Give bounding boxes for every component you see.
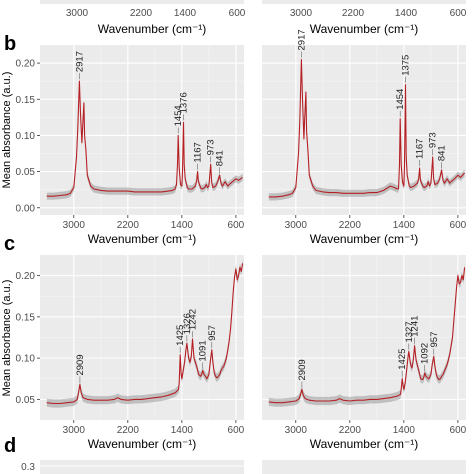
b-left-xaxis-title: Wavenumber (cm⁻¹) (88, 232, 197, 246)
c-left-ytick-label: 0.05 (16, 395, 36, 406)
bottom-strip-right-panel (262, 460, 466, 474)
b-left-ytick-label: 0.10 (16, 131, 36, 142)
top-left-xtick-2: 2200 (130, 8, 153, 19)
c-right-mean-line (268, 267, 466, 404)
b-left-annotation-1376: 1376 (178, 92, 189, 113)
top-right-xtick-3: 1400 (395, 8, 418, 19)
c-left-yaxis-title: Mean absorbance (a.u.) (1, 280, 13, 397)
panel-letter-d: d (4, 435, 16, 457)
bottom-strip-left-panel (40, 460, 244, 474)
c-right-xaxis-title: Wavenumber (cm⁻¹) (310, 437, 419, 451)
b-right-xtick-label: 2200 (339, 220, 362, 231)
c-right-xtick-label: 600 (450, 425, 467, 436)
c-right-annotation-957: 957 (429, 332, 440, 348)
top-right-xtick-2: 2200 (342, 8, 365, 19)
top-right-xtick-4: 600 (450, 8, 467, 19)
c-left-ytick-label: 0.10 (16, 354, 36, 365)
c-left-annotation-1091: 1091 (198, 340, 209, 361)
b-right-annotation-2917: 2917 (296, 29, 307, 50)
top-strip-right-panel (262, 0, 466, 4)
b-left-sd-ribbon (46, 77, 243, 200)
b-left-annotation-841: 841 (215, 150, 226, 166)
b-right-xtick-label: 3000 (285, 220, 308, 231)
b-left-yaxis-title: Mean absorbance (a.u.) (1, 72, 13, 189)
top-strip-left-panel (40, 0, 244, 4)
top-strip: 3000 2200 1400 600 Wavenumber (cm⁻¹) 300… (40, 0, 467, 36)
b-right-annotation-1167: 1167 (415, 139, 426, 159)
b-left-ytick-label: 0.00 (16, 203, 36, 214)
top-right-xtick-1: 3000 (290, 8, 313, 19)
b-left-xtick-label: 3000 (63, 220, 86, 231)
b-left-xtick-label: 600 (228, 220, 245, 231)
b-right-annotation-841: 841 (437, 145, 448, 161)
b-right-xtick-label: 600 (450, 220, 467, 231)
b-left-ytick-label: 0.15 (16, 95, 36, 106)
b-right-annotation-973: 973 (428, 132, 439, 148)
b-left-annotation-2917: 2917 (74, 51, 85, 72)
c-left-ytick-label: 0.20 (16, 271, 36, 282)
b-left-xtick-label: 1400 (171, 220, 194, 231)
c-left-xtick-label: 3000 (63, 425, 86, 436)
c-left-annotation-1425: 1425 (175, 325, 186, 346)
bottom-strip-ytick: 0.3 (21, 462, 35, 473)
b-left-ytick-label: 0.20 (16, 59, 36, 70)
b-right-mean-line (268, 58, 466, 198)
c-left-mean-line (46, 263, 244, 405)
c-left-xtick-label: 1400 (171, 425, 194, 436)
c-right-annotation-1241: 1241 (410, 316, 421, 337)
c-right-xtick-label: 3000 (285, 425, 308, 436)
c-left-xtick-label: 600 (228, 425, 245, 436)
c-left-annotation-957: 957 (207, 325, 218, 341)
b-left-mean-line (46, 80, 243, 197)
c-right-annotation-1092: 1092 (420, 343, 431, 364)
b-right-xtick-label: 1400 (393, 220, 416, 231)
top-left-xtick-4: 600 (229, 8, 246, 19)
c-left-annotation-1242: 1242 (188, 309, 199, 330)
c-left-annotation-1326: 1326 (182, 313, 193, 334)
c-right-annotation-1327: 1327 (404, 321, 415, 342)
bottom-strip: 0.3 (21, 460, 466, 474)
b-right-xaxis-title: Wavenumber (cm⁻¹) (310, 232, 419, 246)
b-left-annotation-1454: 1454 (173, 105, 184, 126)
b-left-xtick-label: 2200 (117, 220, 140, 231)
c-left-xaxis-title: Wavenumber (cm⁻¹) (88, 437, 197, 451)
top-left-xtick-1: 3000 (66, 8, 89, 19)
top-left-xlabel: Wavenumber (cm⁻¹) (98, 22, 207, 36)
c-left-xtick-label: 2200 (117, 425, 140, 436)
top-right-xlabel: Wavenumber (cm⁻¹) (310, 22, 419, 36)
panel-letter-b: b (4, 33, 16, 55)
c-right-annotation-1425: 1425 (397, 349, 408, 370)
c-right-xtick-label: 1400 (393, 425, 416, 436)
top-left-xtick-3: 1400 (174, 8, 197, 19)
c-right-xtick-label: 2200 (339, 425, 362, 436)
b-left-annotation-1167: 1167 (193, 142, 204, 162)
b-left-annotation-973: 973 (206, 140, 217, 156)
c-left-annotation-2909: 2909 (75, 354, 86, 375)
b-right-annotation-1375: 1375 (401, 55, 412, 76)
c-left-ytick-label: 0.15 (16, 312, 36, 323)
b-left-ytick-label: 0.05 (16, 167, 36, 178)
b-right-annotation-1454: 1454 (395, 89, 406, 110)
panel-letter-c: c (4, 233, 15, 255)
c-right-annotation-2909: 2909 (297, 359, 308, 380)
